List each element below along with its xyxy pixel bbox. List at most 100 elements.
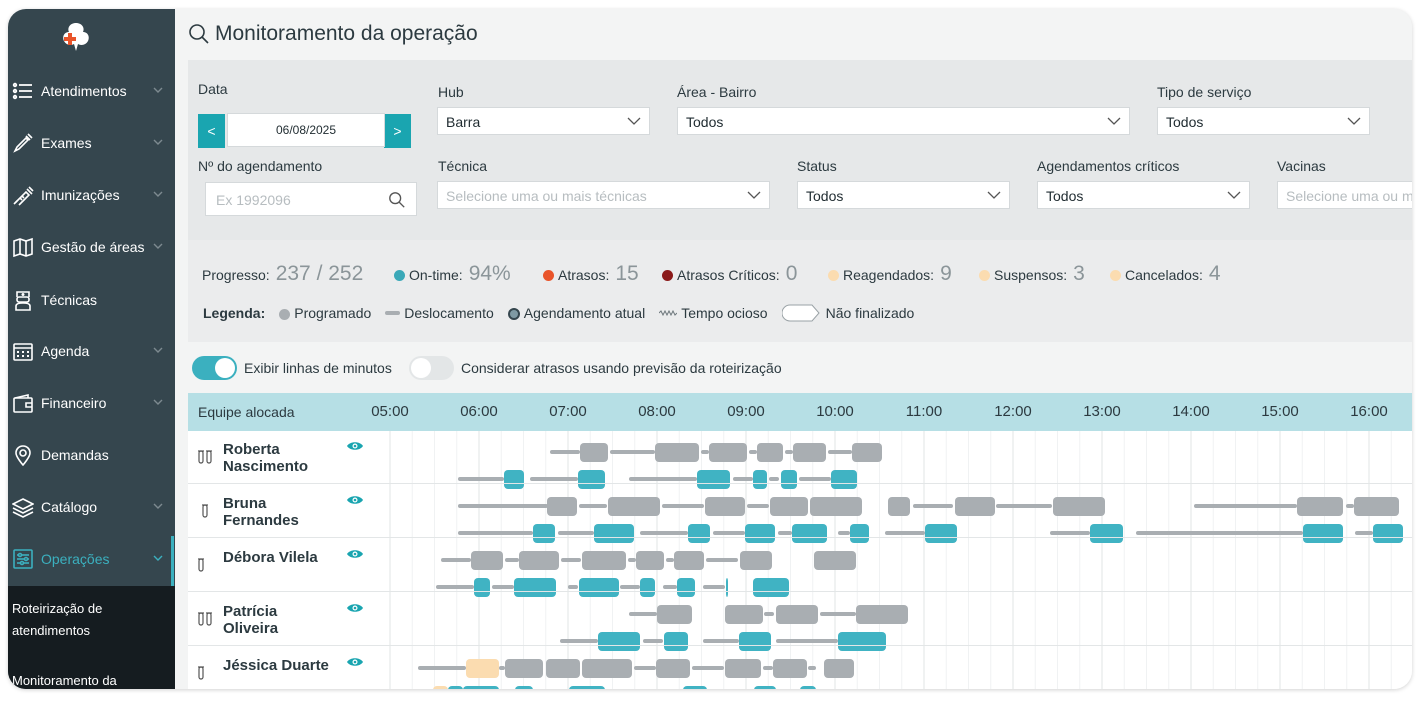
next-date-button[interactable]: > [384,114,411,148]
minutos-toggle[interactable] [192,356,237,380]
appointment-block[interactable] [448,686,463,689]
scheduled-block[interactable] [888,497,910,516]
scheduled-block[interactable] [471,551,503,570]
appointment-block[interactable] [578,470,605,489]
scheduled-block[interactable] [705,497,745,516]
appointment-block[interactable] [831,470,857,489]
sidebar-item-agenda[interactable]: Agenda [8,329,175,373]
date-input[interactable]: 06/08/2025 [227,113,385,147]
appointment-block[interactable] [697,470,730,489]
appointment-block[interactable] [726,578,728,597]
hub-select[interactable]: Barra [437,107,650,135]
sidebar-item-financeiro[interactable]: Financeiro [8,381,175,425]
scheduled-block[interactable] [725,605,763,624]
scheduled-block[interactable] [793,443,826,462]
scheduled-block[interactable] [740,551,772,570]
appointment-block[interactable] [838,632,886,651]
appointment-block[interactable] [1373,524,1403,543]
vacinas-select[interactable]: Selecione uma ou ma [1277,181,1412,209]
scheduled-block[interactable] [776,605,818,624]
search-icon[interactable] [388,191,406,209]
scheduled-block[interactable] [856,605,908,624]
scheduled-block[interactable] [505,659,543,678]
scheduled-block[interactable] [770,497,808,516]
appointment-block[interactable] [533,524,555,543]
scheduled-block[interactable] [582,659,632,678]
scheduled-block[interactable] [546,659,580,678]
sidebar-item-exames[interactable]: Exames [8,121,175,165]
eye-icon[interactable] [346,548,364,560]
appointment-block[interactable] [781,470,797,489]
tecnica-select[interactable]: Selecione uma ou mais técnicas [437,181,770,209]
eye-icon[interactable] [346,494,364,506]
appointment-block[interactable] [1303,524,1343,543]
sidebar-item-gestao-areas[interactable]: Gestão de áreas [8,225,175,269]
scheduled-block[interactable] [810,497,862,516]
appointment-block[interactable] [598,632,640,651]
appointment-block[interactable] [792,524,827,543]
scheduled-block[interactable] [655,443,699,462]
sidebar-item-catalogo[interactable]: Catálogo [8,485,175,529]
scheduled-block[interactable] [725,659,761,678]
scheduled-block[interactable] [547,497,577,516]
appointment-block[interactable] [640,578,655,597]
area-select[interactable]: Todos [677,107,1130,135]
agendamento-input[interactable]: Ex 1992096 [205,182,417,216]
sidebar-item-tecnicas[interactable]: Técnicas [8,278,175,322]
appointment-block[interactable] [579,578,619,597]
appointment-block[interactable] [754,686,776,689]
appointment-block[interactable] [739,632,771,651]
submenu-item-monitoramento[interactable]: Monitoramento da [12,673,117,688]
appointment-block[interactable] [745,524,775,543]
appointment-block[interactable] [515,686,533,689]
scheduled-block[interactable] [1297,497,1343,516]
scheduled-block[interactable] [580,443,608,462]
sidebar-item-imunizacoes[interactable]: Imunizações [8,173,175,217]
submenu-item-roteirizacao[interactable]: Roteirização de atendimentos [12,601,103,638]
scheduled-block[interactable] [709,443,747,462]
appointment-block[interactable] [688,524,710,543]
scheduled-block[interactable] [852,443,882,462]
appointment-block[interactable] [683,686,707,689]
appointment-block[interactable] [1090,524,1123,543]
eye-icon[interactable] [346,602,364,614]
criticos-select[interactable]: Todos [1037,181,1250,209]
scheduled-block[interactable] [636,551,664,570]
appointment-block[interactable] [466,659,499,678]
sidebar-item-atendimentos[interactable]: Atendimentos [8,69,175,113]
sidebar-item-demandas[interactable]: Demandas [8,433,175,477]
appointment-block[interactable] [514,578,556,597]
appointment-block[interactable] [800,686,816,689]
scheduled-block[interactable] [608,497,660,516]
tipo-select[interactable]: Todos [1157,107,1370,135]
eye-icon[interactable] [346,656,364,668]
scheduled-block[interactable] [582,551,626,570]
appointment-block[interactable] [753,470,767,489]
scheduled-block[interactable] [656,659,690,678]
appointment-block[interactable] [569,686,605,689]
appointment-block[interactable] [463,686,499,689]
appointment-block[interactable] [504,470,524,489]
eye-icon[interactable] [346,440,364,452]
appointment-block[interactable] [433,686,448,689]
appointment-block[interactable] [850,524,869,543]
atrasos-toggle[interactable] [409,356,454,380]
appointment-block[interactable] [594,524,634,543]
scheduled-block[interactable] [824,659,854,678]
sidebar-item-operacoes[interactable]: Operações [8,537,175,581]
scheduled-block[interactable] [1354,497,1399,516]
scheduled-block[interactable] [814,551,856,570]
appointment-block[interactable] [664,632,688,651]
scheduled-block[interactable] [674,551,704,570]
status-select[interactable]: Todos [797,181,1010,209]
appointment-block[interactable] [925,524,957,543]
scheduled-block[interactable] [1053,497,1105,516]
scheduled-block[interactable] [773,659,807,678]
appointment-block[interactable] [474,578,490,597]
scheduled-block[interactable] [657,605,692,624]
scheduled-block[interactable] [519,551,559,570]
appointment-block[interactable] [677,578,695,597]
scheduled-block[interactable] [757,443,783,462]
appointment-block[interactable] [753,578,789,597]
scheduled-block[interactable] [955,497,995,516]
